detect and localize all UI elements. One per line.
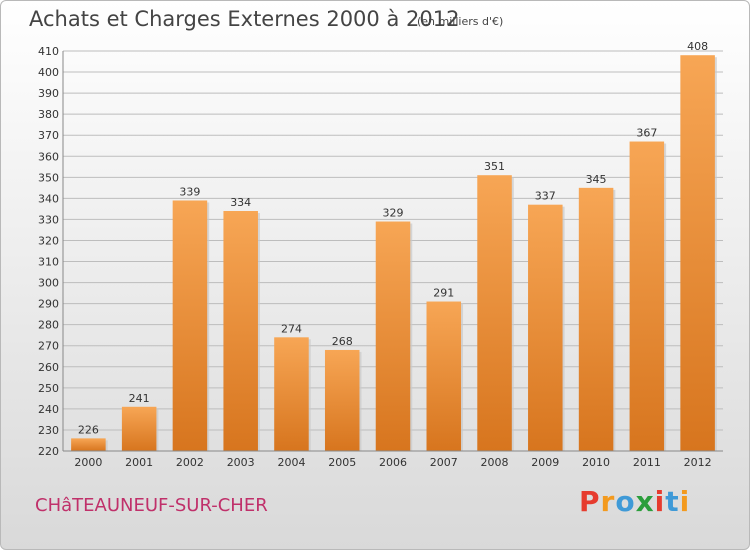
x-tick-label: 2003 <box>227 456 255 469</box>
y-tick-label: 350 <box>38 171 59 184</box>
chart-unit: (en milliers d'€) <box>417 15 504 28</box>
bar-value-label: 226 <box>78 423 99 436</box>
bar-value-label: 329 <box>383 207 404 220</box>
bar-value-label: 274 <box>281 322 302 335</box>
bar-value-label: 241 <box>129 392 150 405</box>
bar-value-label: 337 <box>535 190 556 203</box>
chart-title: Achats et Charges Externes 2000 à 2012 <box>29 7 460 31</box>
y-tick-label: 320 <box>38 234 59 247</box>
logo-letter: r <box>600 485 616 518</box>
logo-letter: o <box>615 485 636 518</box>
x-tick-label: 2008 <box>481 456 509 469</box>
bar <box>274 337 309 451</box>
bar <box>172 200 208 451</box>
commune-name: CHâTEAUNEUF-SUR-CHER <box>35 495 268 516</box>
x-tick-label: 2004 <box>277 456 305 469</box>
bar <box>477 175 512 452</box>
bar <box>121 406 157 451</box>
y-tick-label: 340 <box>38 192 59 205</box>
bar-value-label: 334 <box>230 196 251 209</box>
proxiti-logo: Proxiti <box>579 485 690 518</box>
bar <box>223 211 258 451</box>
logo-letter: i <box>679 485 691 518</box>
bar-value-label: 291 <box>433 287 454 300</box>
x-tick-label: 2012 <box>684 456 712 469</box>
bar <box>680 55 715 452</box>
bar <box>375 221 411 451</box>
y-tick-label: 330 <box>38 213 59 226</box>
logo-letter: x <box>635 485 655 518</box>
x-tick-label: 2005 <box>328 456 356 469</box>
bar-value-label: 408 <box>687 40 708 53</box>
logo-letter: P <box>579 485 601 518</box>
y-tick-label: 260 <box>38 361 59 374</box>
bar <box>528 204 563 451</box>
x-tick-label: 2000 <box>74 456 102 469</box>
x-tick-label: 2002 <box>176 456 204 469</box>
bar-value-label: 351 <box>484 160 505 173</box>
y-tick-label: 230 <box>38 424 59 437</box>
x-tick-label: 2011 <box>633 456 661 469</box>
x-tick-label: 2010 <box>582 456 610 469</box>
y-tick-label: 220 <box>38 445 59 458</box>
y-tick-label: 370 <box>38 129 59 142</box>
bar <box>426 301 462 451</box>
x-tick-label: 2009 <box>531 456 559 469</box>
y-tick-label: 240 <box>38 403 59 416</box>
y-tick-label: 310 <box>38 256 59 269</box>
bar-value-label: 345 <box>586 173 607 186</box>
x-tick-label: 2006 <box>379 456 407 469</box>
bar <box>324 349 360 451</box>
x-tick-label: 2001 <box>125 456 153 469</box>
y-tick-label: 380 <box>38 108 59 121</box>
bar <box>71 438 106 451</box>
y-tick-label: 410 <box>38 45 59 58</box>
bar <box>629 141 665 452</box>
bar-value-label: 367 <box>636 127 657 140</box>
x-tick-label: 2007 <box>430 456 458 469</box>
y-tick-label: 270 <box>38 340 59 353</box>
bar <box>578 187 614 451</box>
y-tick-label: 360 <box>38 150 59 163</box>
y-tick-label: 390 <box>38 87 59 100</box>
logo-letter: t <box>665 485 680 518</box>
y-tick-label: 300 <box>38 277 59 290</box>
y-tick-label: 280 <box>38 319 59 332</box>
logo-letter: i <box>654 485 666 518</box>
bar-value-label: 268 <box>332 335 353 348</box>
y-tick-label: 400 <box>38 66 59 79</box>
y-tick-label: 290 <box>38 298 59 311</box>
y-tick-label: 250 <box>38 382 59 395</box>
bar-value-label: 339 <box>179 185 200 198</box>
